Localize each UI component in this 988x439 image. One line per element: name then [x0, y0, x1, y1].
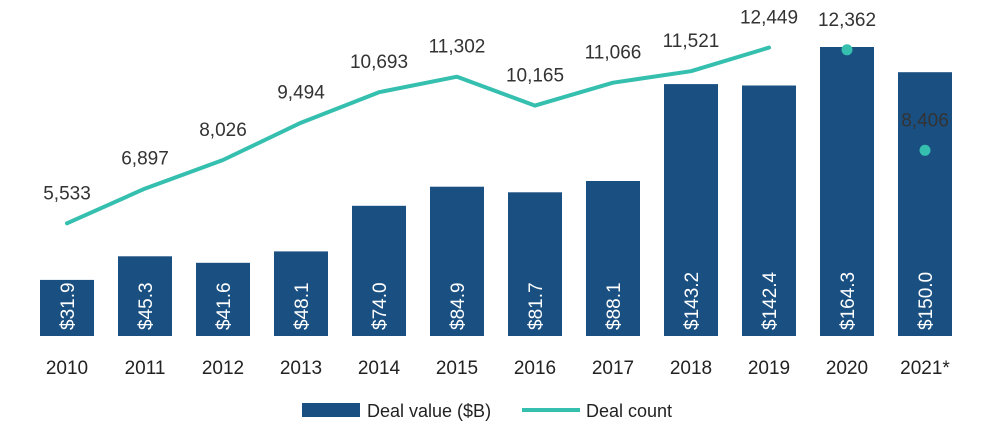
bar-value-label: $143.2	[682, 272, 703, 330]
deal-count-label: 8,026	[199, 120, 247, 141]
deal-count-label: 6,897	[121, 149, 169, 170]
x-tick-label: 2015	[436, 358, 478, 379]
bar-2012	[196, 262, 250, 336]
deal-count-label: 10,693	[350, 52, 408, 73]
x-tick-label: 2019	[748, 358, 790, 379]
bar-2010	[40, 279, 94, 336]
deal-count-point	[841, 44, 853, 56]
x-tick-label: 2017	[592, 358, 634, 379]
line-series: 5,533 6,897 8,026 9,494 10,693 11,302 10,165 11…	[43, 8, 949, 226]
x-tick-label: 2013	[280, 358, 322, 379]
bar-2013	[274, 251, 328, 336]
x-tick-label: 2010	[46, 358, 88, 379]
x-tick-label: 2016	[514, 358, 556, 379]
bar-2015	[430, 186, 484, 336]
deal-count-line	[65, 45, 771, 226]
x-tick-label: 2011	[125, 358, 166, 379]
deal-count-label: 12,449	[740, 8, 798, 29]
bar-value-label: $81.7	[526, 282, 547, 330]
bar-value-label: $164.3	[838, 272, 859, 330]
deal-count-label: 11,066	[585, 43, 642, 64]
bar-2014	[352, 205, 406, 336]
bar-value-label: $74.0	[370, 282, 391, 330]
x-axis-labels: 2010 2011 2012 2013 2014 2015 2016 2017 2018 2019…	[46, 358, 951, 379]
bar-value-label: $31.9	[58, 282, 79, 330]
x-tick-label: 2021*	[900, 358, 950, 379]
bar-2016	[508, 192, 562, 336]
deal-count-label: 12,362	[818, 10, 876, 31]
x-tick-label: 2018	[670, 358, 712, 379]
bar-2018	[664, 84, 718, 336]
bar-value-label: $41.6	[214, 282, 235, 330]
legend: Deal value ($B) Deal count	[302, 401, 672, 421]
legend-label-deal-value: Deal value ($B)	[367, 401, 491, 421]
bar-value-label: $84.9	[448, 282, 469, 330]
bar-series: $31.9 $45.3 $41.6 $48.1 $74.0 $84.9 $81.7 $88.1…	[40, 47, 952, 336]
x-tick-label: 2012	[202, 358, 244, 379]
bar-2017	[586, 181, 640, 336]
bar-value-label: $150.0	[916, 272, 937, 330]
x-tick-label: 2014	[358, 358, 401, 379]
bar-2011	[118, 256, 172, 336]
bar-value-label: $142.4	[760, 271, 781, 330]
legend-label-deal-count: Deal count	[586, 401, 672, 421]
bar-2021	[898, 72, 952, 336]
deal-count-label: 11,521	[663, 31, 720, 52]
deal-count-label: 5,533	[43, 183, 91, 204]
deal-count-label: 11,302	[429, 37, 486, 58]
deal-count-label: 8,406	[901, 110, 949, 131]
bar-value-label: $48.1	[292, 282, 313, 330]
bar-value-label: $88.1	[604, 282, 625, 330]
deal-count-point	[919, 144, 931, 156]
deal-count-label: 10,165	[506, 66, 564, 87]
x-tick-label: 2020	[826, 358, 868, 379]
bar-value-label: $45.3	[136, 282, 157, 330]
legend-swatch-deal-value	[302, 403, 360, 417]
deal-count-label: 9,494	[277, 83, 325, 104]
bar-2020	[820, 47, 874, 336]
bar-2019	[742, 85, 796, 336]
